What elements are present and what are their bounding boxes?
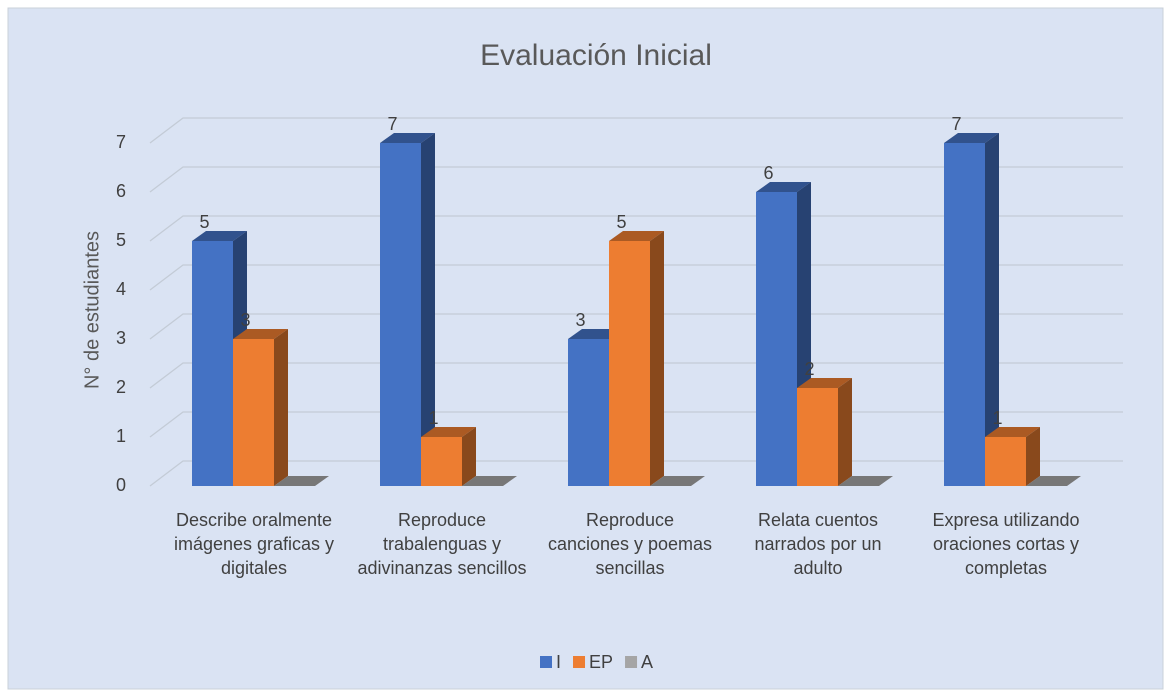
bar xyxy=(421,437,462,486)
data-label: 3 xyxy=(240,310,250,330)
bar xyxy=(609,241,650,486)
x-tick-label: Describe oralmente imágenes graficas y d… xyxy=(173,510,335,578)
y-tick-label: 6 xyxy=(116,181,126,201)
x-tick-label: Expresa utilizando oraciones cortas y co… xyxy=(932,510,1080,578)
bar-top xyxy=(380,133,435,143)
bar-side xyxy=(462,427,476,486)
legend-label: A xyxy=(641,652,653,672)
bar-side xyxy=(838,378,852,486)
x-tick-label: Relata cuentos narrados por un adulto xyxy=(754,510,882,578)
bar-top xyxy=(985,427,1040,437)
bar-top xyxy=(462,476,517,486)
y-tick-label: 2 xyxy=(116,377,126,397)
bar xyxy=(944,143,985,486)
bar xyxy=(380,143,421,486)
bar-top xyxy=(650,476,705,486)
y-axis-title: N° de estudiantes xyxy=(81,231,103,389)
bar-side xyxy=(650,231,664,486)
data-label: 5 xyxy=(199,212,209,232)
bar-top xyxy=(797,378,852,388)
bar-top xyxy=(609,231,664,241)
bar xyxy=(568,339,609,486)
grid-line xyxy=(149,117,1123,144)
bar-top xyxy=(233,329,288,339)
bar-top xyxy=(756,182,811,192)
y-tick-label: 1 xyxy=(116,426,126,446)
grid-line xyxy=(149,166,1123,193)
bar-top xyxy=(274,476,329,486)
legend-label: EP xyxy=(589,652,613,672)
legend-label: I xyxy=(556,652,561,672)
bar-top xyxy=(838,476,893,486)
data-label: 6 xyxy=(763,163,773,183)
data-label: 1 xyxy=(992,408,1002,428)
y-tick-label: 7 xyxy=(116,132,126,152)
bar-side xyxy=(274,329,288,486)
bar xyxy=(192,241,233,486)
bar-top xyxy=(421,427,476,437)
y-tick-label: 5 xyxy=(116,230,126,250)
bar-side xyxy=(985,133,999,486)
chart-title: Evaluación Inicial xyxy=(480,39,712,72)
legend-swatch xyxy=(625,656,638,668)
bar xyxy=(756,192,797,486)
x-tick-label: Reproduce trabalenguas y adivinanzas sen… xyxy=(357,510,527,578)
bar xyxy=(985,437,1026,486)
data-label: 3 xyxy=(575,310,585,330)
data-label: 5 xyxy=(616,212,626,232)
bar xyxy=(797,388,838,486)
bar-top xyxy=(1026,476,1081,486)
bar-top xyxy=(192,231,247,241)
y-tick-label: 4 xyxy=(116,279,126,299)
data-label: 7 xyxy=(951,114,961,134)
data-label: 2 xyxy=(804,359,814,379)
bar-side xyxy=(1026,427,1040,486)
legend-swatch xyxy=(540,656,552,668)
bar xyxy=(233,339,274,486)
legend-swatch xyxy=(573,656,586,668)
data-label: 7 xyxy=(387,114,397,134)
x-tick-label: Reproduce canciones y poemas sencillas xyxy=(547,510,713,578)
y-tick-label: 0 xyxy=(116,475,126,495)
bar-side xyxy=(421,133,435,486)
data-label: 1 xyxy=(428,408,438,428)
bar-top xyxy=(944,133,999,143)
y-tick-label: 3 xyxy=(116,328,126,348)
